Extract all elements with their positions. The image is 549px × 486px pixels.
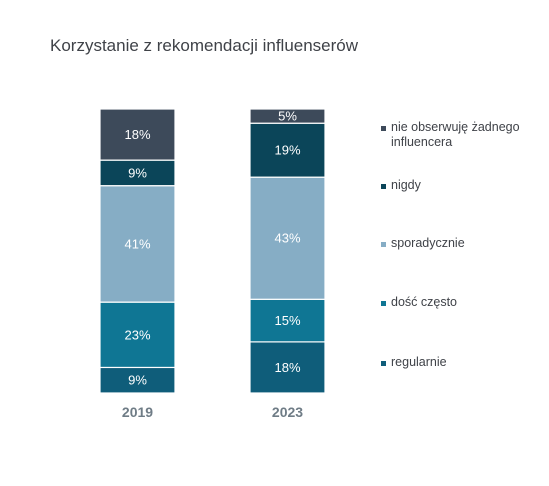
bar-value-label: 41%: [124, 236, 150, 251]
bar-segment: [249, 176, 326, 300]
bar-segment: [249, 108, 326, 124]
bar-value-label: 18%: [124, 127, 150, 142]
legend-label: nigdy: [391, 178, 422, 192]
legend: nie obserwuję żadnego influencera nigdy spo…: [381, 120, 520, 369]
bar-segment: [249, 298, 326, 343]
bar-segment: [249, 341, 326, 394]
bar-segment: [249, 122, 326, 178]
legend-swatch: [381, 184, 386, 189]
legend-swatch: [381, 361, 386, 366]
x-tick-label: 2019: [122, 404, 153, 420]
bars-group: 9% 23% 41% 9% 18% 2019 18% 15% 43% 19% 5% 2023: [99, 108, 326, 420]
bar-value-label: 9%: [128, 373, 147, 388]
bar-value-label: 19%: [274, 143, 300, 158]
bar-segment: [99, 366, 176, 394]
bar-value-label: 43%: [274, 231, 300, 246]
x-tick-label: 2023: [272, 404, 303, 420]
bar-segment: [99, 159, 176, 187]
legend-label: regularnie: [391, 355, 447, 369]
bar-segment: [99, 108, 176, 161]
legend-label: dość często: [391, 295, 457, 309]
legend-label: nie obserwuję żadnego influencera: [391, 120, 520, 149]
legend-swatch: [381, 126, 386, 131]
chart-title: Korzystanie z rekomendacji influenserów: [50, 36, 359, 55]
bar-value-label: 9%: [128, 165, 147, 180]
bar-value-label: 15%: [274, 313, 300, 328]
bar-value-label: 5%: [278, 109, 297, 124]
legend-swatch: [381, 242, 386, 247]
bar-segment: [99, 301, 176, 369]
bar-value-label: 18%: [274, 360, 300, 375]
bar-value-label: 23%: [124, 327, 150, 342]
legend-label: sporadycznie: [391, 236, 465, 250]
legend-swatch: [381, 301, 386, 306]
